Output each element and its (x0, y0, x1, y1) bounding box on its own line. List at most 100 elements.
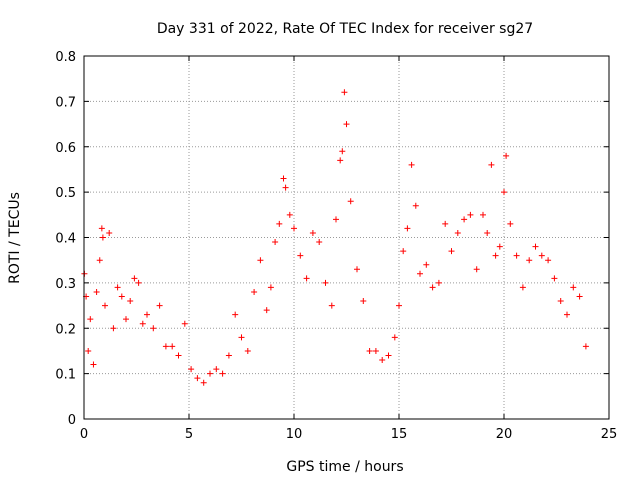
data-point (480, 211, 486, 218)
y-tick-label: 0.6 (55, 141, 76, 156)
data-point (181, 320, 188, 327)
data-point (400, 248, 407, 255)
data-point (448, 248, 455, 255)
y-tick-label: 0.7 (55, 95, 76, 110)
data-point (488, 161, 495, 168)
data-point (175, 352, 182, 359)
data-point (207, 370, 213, 377)
data-point (297, 252, 304, 259)
data-point (526, 257, 533, 264)
x-tick-label: 10 (286, 427, 303, 442)
data-point (169, 343, 176, 350)
data-point (503, 152, 510, 159)
data-point (267, 284, 274, 291)
y-axis-label: ROTI / TECUs (7, 192, 23, 284)
data-point (484, 229, 491, 236)
data-point (379, 357, 386, 364)
data-point (114, 284, 121, 291)
data-point (127, 298, 134, 305)
data-point (507, 220, 514, 227)
data-point (496, 243, 503, 250)
data-point (328, 302, 335, 309)
x-tick-label: 5 (185, 427, 193, 442)
y-tick-label: 0 (68, 413, 76, 428)
data-point (150, 325, 157, 332)
data-point (96, 257, 103, 264)
data-point (360, 298, 367, 305)
data-point (545, 257, 552, 264)
data-point (276, 220, 283, 227)
data-point (333, 216, 339, 223)
data-point (404, 225, 411, 232)
x-tick-label: 0 (80, 427, 88, 442)
data-point (219, 370, 226, 377)
data-point (309, 229, 316, 236)
data-point (429, 284, 436, 291)
data-point (341, 89, 348, 96)
y-tick-label: 0.8 (55, 50, 76, 65)
data-point (442, 220, 449, 227)
data-point (110, 325, 117, 332)
data-point (135, 279, 142, 286)
data-point (85, 347, 92, 354)
x-axis-ticks: 0 5 10 15 20 25 (80, 56, 617, 442)
data-point (564, 311, 570, 318)
data-point (423, 261, 430, 268)
data-point (238, 334, 245, 341)
data-point (435, 279, 442, 286)
x-tick-label: 20 (496, 427, 513, 442)
data-point (412, 202, 419, 209)
data-point (372, 347, 379, 354)
data-points (81, 89, 589, 386)
data-point (213, 366, 220, 373)
data-point (106, 229, 113, 236)
data-point (280, 175, 287, 182)
data-point (467, 211, 474, 218)
y-axis-ticks: 0 0.1 0.2 0.3 0.4 0.5 0.6 0.7 0.8 (55, 50, 609, 428)
data-point (343, 121, 350, 128)
chart-title: Day 331 of 2022, Rate Of TEC Index for r… (157, 21, 533, 37)
data-point (322, 279, 329, 286)
data-point (244, 347, 251, 354)
data-point (123, 316, 129, 323)
data-point (99, 234, 106, 241)
y-tick-label: 0.3 (55, 277, 76, 292)
data-point (263, 307, 270, 314)
data-point (461, 216, 468, 223)
data-point (513, 252, 520, 259)
data-point (303, 275, 310, 282)
data-point (272, 239, 279, 246)
data-point (501, 189, 507, 196)
data-point (347, 198, 354, 205)
data-point (551, 275, 558, 282)
data-point (291, 225, 297, 232)
y-tick-label: 0.5 (55, 186, 76, 201)
data-point (557, 298, 564, 305)
data-point (286, 211, 293, 218)
data-point (90, 361, 97, 368)
data-point (408, 161, 415, 168)
data-point (417, 270, 423, 277)
data-point (454, 229, 461, 236)
data-point (194, 375, 201, 382)
data-point (354, 266, 360, 273)
data-point (538, 252, 545, 259)
data-point (225, 352, 232, 359)
y-tick-label: 0.1 (55, 368, 76, 383)
data-point (532, 243, 539, 250)
data-point (98, 225, 105, 232)
data-point (519, 284, 526, 291)
grid-lines (84, 56, 609, 419)
data-point (251, 288, 258, 295)
x-tick-label: 15 (391, 427, 408, 442)
data-point (396, 302, 402, 309)
data-point (366, 347, 373, 354)
data-point (492, 252, 499, 259)
data-point (316, 239, 323, 246)
data-point (391, 334, 398, 341)
data-point (576, 293, 583, 300)
data-point (337, 157, 344, 164)
data-point (257, 257, 264, 264)
